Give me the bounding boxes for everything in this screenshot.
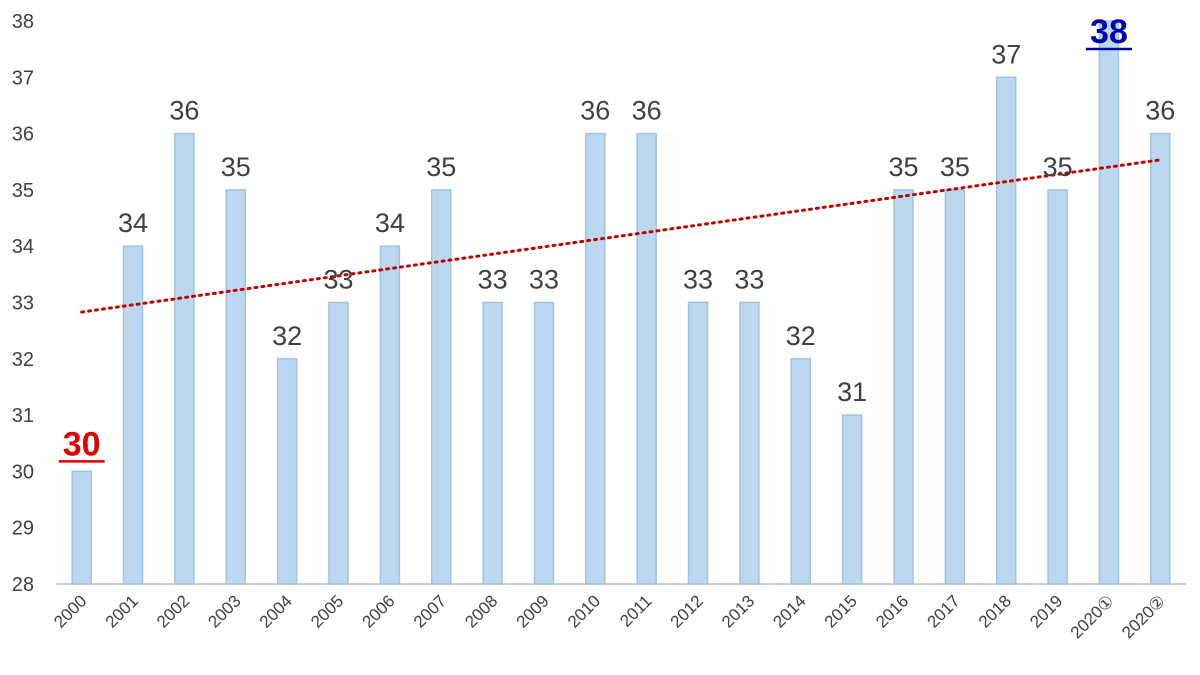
bar-2005 xyxy=(328,301,349,585)
x-tick-label: 2000 xyxy=(50,591,90,631)
data-label: 32 xyxy=(272,321,302,351)
x-tick-label: 2004 xyxy=(256,591,296,631)
x-tick-label: 2005 xyxy=(307,591,347,631)
data-label: 33 xyxy=(683,265,713,295)
bar-2001 xyxy=(122,245,144,585)
x-tick-label: 2016 xyxy=(872,591,912,631)
y-tick-label: 30 xyxy=(12,461,34,483)
x-tick-label: 2002 xyxy=(153,591,193,631)
x-tick-label: 2019 xyxy=(1026,591,1066,631)
x-tick-label: 2006 xyxy=(359,591,399,631)
data-label: 32 xyxy=(786,321,816,351)
x-tick-label: 2001 xyxy=(102,591,142,631)
y-tick-label: 33 xyxy=(12,293,34,315)
data-label: 36 xyxy=(169,96,199,126)
bar-2018 xyxy=(995,76,1017,585)
data-label: 34 xyxy=(118,208,148,238)
x-tick-label: 2020① xyxy=(1067,591,1118,642)
data-label: 33 xyxy=(478,265,508,295)
data-label: 34 xyxy=(375,208,405,238)
data-label: 33 xyxy=(529,265,559,295)
data-label-highlight: 38 xyxy=(1090,13,1128,51)
bar-2009 xyxy=(533,301,555,585)
x-tick-label: 2007 xyxy=(410,591,450,631)
bar-2020① xyxy=(1098,20,1120,585)
y-tick-label: 29 xyxy=(12,518,34,540)
x-tick-label: 2018 xyxy=(975,591,1015,631)
y-tick-label: 32 xyxy=(12,349,34,371)
x-tick-label: 2015 xyxy=(821,591,861,631)
y-tick-label: 35 xyxy=(12,180,34,202)
data-label: 35 xyxy=(1043,152,1073,182)
bar-2002 xyxy=(174,132,195,585)
bar-2006 xyxy=(379,245,401,585)
bar-2003 xyxy=(225,189,247,585)
x-tick-label: 2013 xyxy=(718,591,758,631)
x-tick-label: 2008 xyxy=(461,591,501,631)
x-tick-label: 2009 xyxy=(513,591,553,631)
bar-2007 xyxy=(430,189,452,585)
bar-2004 xyxy=(276,358,298,585)
data-label-highlight: 30 xyxy=(63,425,101,463)
x-tick-label: 2014 xyxy=(769,591,809,631)
data-label: 35 xyxy=(426,152,456,182)
y-tick-label: 31 xyxy=(12,405,34,427)
data-label: 35 xyxy=(888,152,918,182)
x-tick-label: 2011 xyxy=(616,591,655,630)
x-tick-label: 2017 xyxy=(924,591,964,631)
x-tick-label: 2020② xyxy=(1118,591,1169,642)
x-tick-label: 2010 xyxy=(564,591,604,631)
data-label: 33 xyxy=(734,265,764,295)
bar-2019 xyxy=(1047,189,1068,585)
bar-2012 xyxy=(687,301,709,585)
y-tick-label: 38 xyxy=(12,11,34,33)
bar-2010 xyxy=(585,132,606,585)
y-tick-label: 36 xyxy=(12,124,34,146)
data-label: 36 xyxy=(1145,96,1175,126)
data-label: 33 xyxy=(323,265,353,295)
bar-2011 xyxy=(636,132,657,585)
trendline xyxy=(80,158,1162,314)
y-tick-label: 37 xyxy=(12,67,34,89)
data-label: 37 xyxy=(991,39,1021,69)
data-label: 35 xyxy=(221,152,251,182)
data-label: 36 xyxy=(580,96,610,126)
x-tick-label: 2012 xyxy=(667,591,707,631)
x-tick-label: 2003 xyxy=(204,591,244,631)
data-label: 36 xyxy=(632,96,662,126)
bar-2017 xyxy=(944,189,966,585)
y-tick-label: 34 xyxy=(12,236,34,258)
y-tick-label: 28 xyxy=(12,574,34,596)
bar-2020② xyxy=(1150,132,1171,585)
bar-2016 xyxy=(893,189,914,585)
bar-2013 xyxy=(739,301,760,585)
bar-2008 xyxy=(482,301,503,585)
bar-2014 xyxy=(790,358,812,585)
data-label: 35 xyxy=(940,152,970,182)
bar-2000 xyxy=(71,470,92,585)
bar-2015 xyxy=(841,414,863,585)
data-label: 31 xyxy=(837,377,867,407)
